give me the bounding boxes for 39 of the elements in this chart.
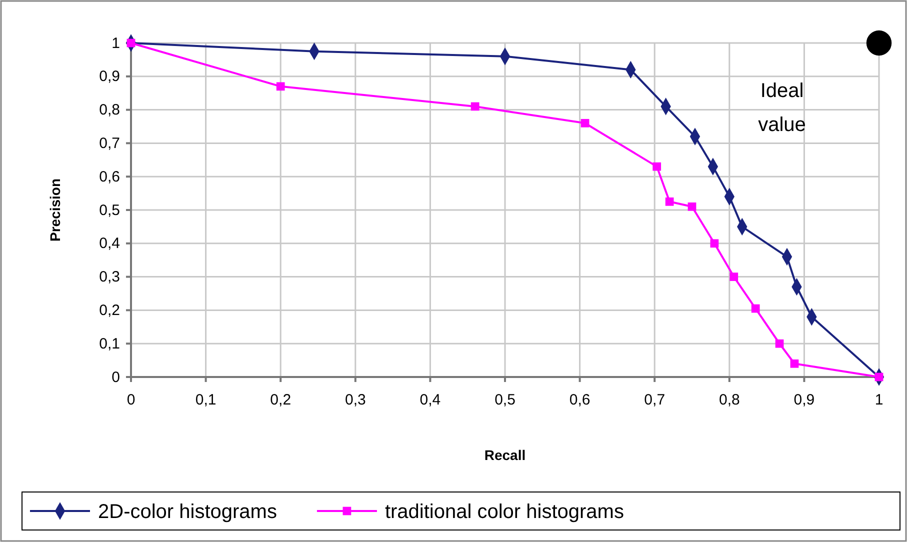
x-tick-label: 0,3 xyxy=(344,392,366,409)
y-tick-label: 0,5 xyxy=(99,202,120,219)
y-tick-label: 0,6 xyxy=(99,168,120,186)
y-tick-label: 1 xyxy=(112,34,120,52)
y-tick-label: 0,2 xyxy=(99,302,120,319)
point xyxy=(665,197,674,206)
x-tick-label: 0,4 xyxy=(420,392,441,409)
point xyxy=(866,30,892,56)
y-tick-label: 0,3 xyxy=(99,268,120,286)
y-tick-label: 0,9 xyxy=(99,68,120,86)
x-tick-label: 0,1 xyxy=(195,392,216,409)
x-tick-label: 0,8 xyxy=(718,392,740,409)
y-tick-label: 0,7 xyxy=(99,135,120,152)
point xyxy=(688,202,696,211)
y-tick-label: 0 xyxy=(112,368,120,386)
point xyxy=(751,304,760,313)
x-tick-label: 0,5 xyxy=(494,392,516,409)
x-tick-label: 0,7 xyxy=(644,392,666,409)
annotation: Ideal value xyxy=(758,80,806,136)
point xyxy=(775,339,784,348)
point xyxy=(790,359,799,368)
y-axis-title: Precision xyxy=(47,178,63,242)
point xyxy=(730,272,738,281)
y-tick-label: 0,1 xyxy=(99,335,120,352)
y-tick-label: 0,8 xyxy=(99,102,120,119)
x-tick-label: 0,9 xyxy=(794,392,815,409)
legend-label: 2D-color histograms xyxy=(98,501,277,523)
point xyxy=(276,82,285,91)
point xyxy=(710,239,719,248)
y-tick-label: 0,4 xyxy=(99,235,120,252)
legend-label: traditional color histograms xyxy=(384,501,624,523)
x-tick-label: 0,6 xyxy=(569,392,590,409)
x-tick-label: 0 xyxy=(126,392,136,409)
x-axis-title: Recall xyxy=(484,447,526,463)
point xyxy=(652,162,662,171)
point xyxy=(470,102,480,111)
x-tick-label: 1 xyxy=(874,392,884,409)
point xyxy=(580,118,590,128)
x-tick-label: 0,2 xyxy=(270,392,292,409)
